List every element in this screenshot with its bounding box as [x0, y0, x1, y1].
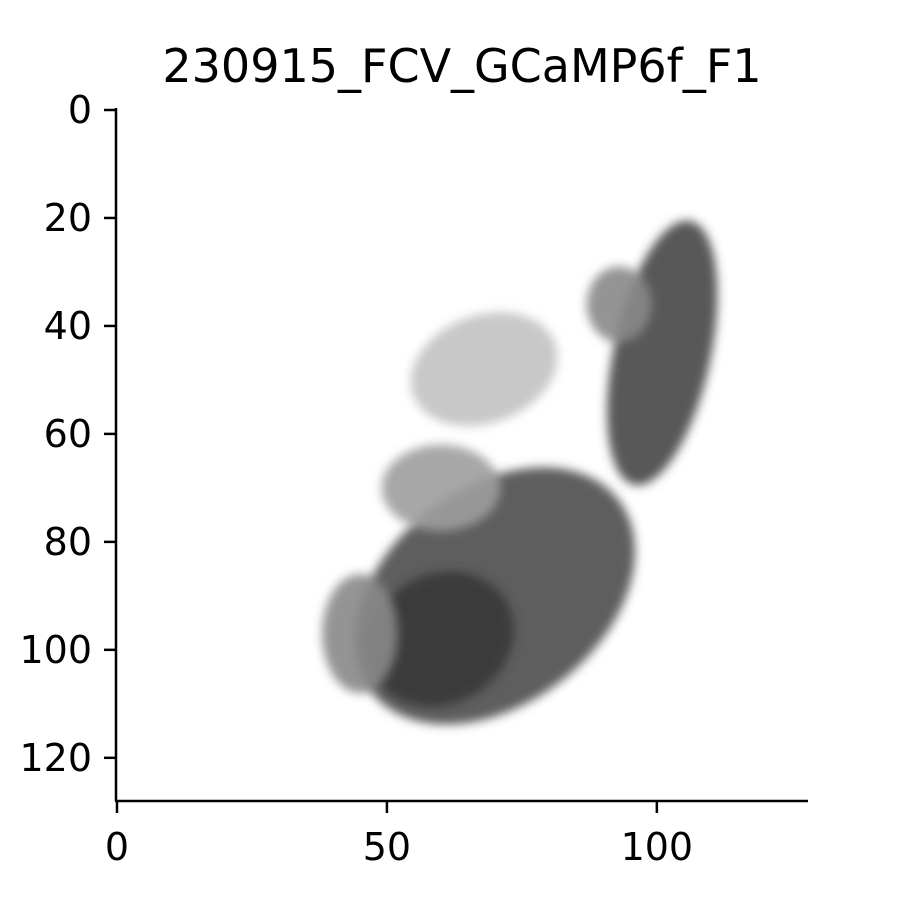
image-region-7	[410, 312, 558, 427]
y-tick-label: 60	[44, 412, 92, 456]
y-tick-label: 0	[68, 88, 92, 132]
image-plot-area	[322, 220, 718, 725]
x-tick-label: 0	[105, 825, 129, 869]
y-tick-label: 100	[19, 628, 92, 672]
image-region-5	[322, 574, 398, 694]
image-region-4	[367, 571, 514, 707]
y-tick-label: 40	[44, 304, 92, 348]
y-axis-ticks: 0 20 40 60 80 100 120	[19, 88, 116, 780]
y-tick-label: 20	[44, 196, 92, 240]
x-tick-label: 100	[621, 825, 694, 869]
image-region-6	[381, 444, 501, 532]
chart-title: 230915_FCV_GCaMP6f_F1	[162, 39, 761, 93]
y-tick-label: 120	[19, 736, 92, 780]
image-region-2	[586, 266, 652, 343]
image-region-1	[607, 220, 718, 486]
y-tick-label: 80	[44, 520, 92, 564]
x-axis-ticks: 0 50 100	[105, 801, 693, 869]
x-tick-label: 50	[363, 825, 411, 869]
